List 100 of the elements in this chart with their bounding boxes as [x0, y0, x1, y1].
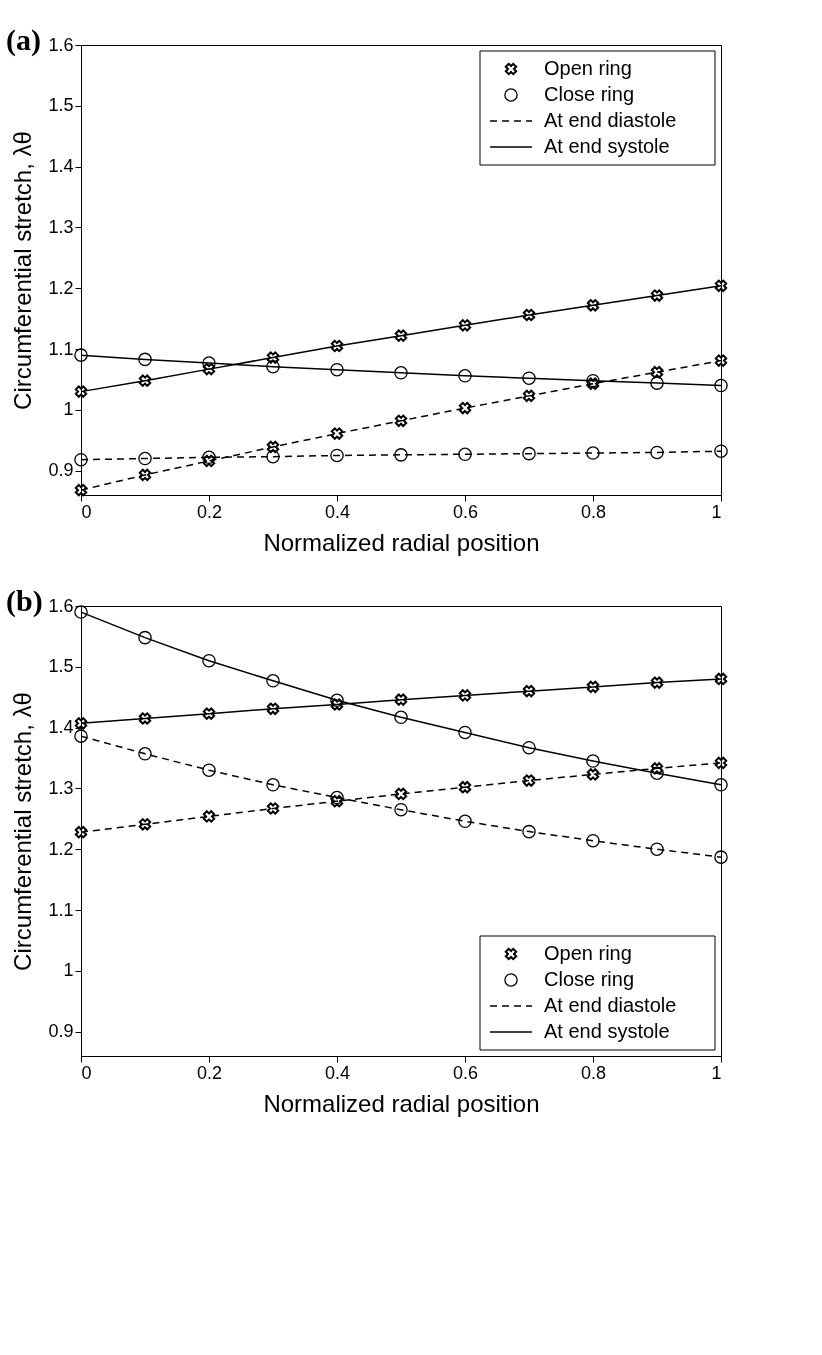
point [266, 351, 280, 364]
point [458, 689, 472, 702]
point [330, 339, 344, 353]
point [266, 449, 280, 464]
point [138, 818, 152, 831]
point [650, 445, 664, 460]
point [650, 762, 664, 775]
x-tick-label: 0.2 [196, 501, 223, 522]
x-tick-label: 0.6 [452, 501, 479, 522]
point [650, 376, 664, 390]
point [650, 365, 664, 379]
point [714, 378, 728, 393]
point [394, 787, 408, 801]
x-tick-label: 0 [81, 501, 92, 522]
y-tick-label: 1.6 [48, 34, 74, 55]
chart-title: (a) [6, 23, 41, 57]
point [138, 451, 152, 466]
y-tick-label: 1.1 [48, 899, 74, 920]
y-tick-label: 1.4 [48, 156, 74, 177]
y-tick-label: 1.6 [48, 595, 74, 616]
point [202, 356, 216, 370]
y-axis-title: Circumferential stretch, λθ [9, 692, 37, 971]
point [522, 774, 536, 787]
point [714, 354, 728, 367]
point [138, 374, 152, 387]
x-tick-label: 0 [81, 1062, 92, 1083]
point [586, 833, 600, 848]
point [330, 790, 344, 805]
y-tick-label: 0.9 [48, 460, 74, 481]
point [522, 684, 536, 698]
point [714, 850, 728, 864]
point [394, 802, 408, 817]
y-tick-label: 1.2 [48, 838, 74, 859]
y-tick-label: 0.9 [48, 1021, 74, 1042]
legend-label: At end diastole [544, 109, 677, 131]
point [266, 702, 280, 715]
point [586, 754, 600, 768]
x-tick-label: 0.2 [196, 1062, 223, 1083]
point [522, 308, 536, 322]
point [74, 385, 88, 398]
point [714, 778, 728, 792]
point [74, 605, 88, 619]
point [714, 444, 728, 458]
y-tick-label: 1.5 [48, 656, 74, 677]
y-axis-title: Circumferential stretch, λθ [9, 131, 37, 410]
point [138, 352, 152, 367]
point [458, 814, 472, 829]
point [138, 630, 152, 645]
y-tick-label: 1.1 [48, 338, 74, 359]
point [74, 729, 88, 743]
point [330, 795, 344, 808]
point [522, 446, 536, 461]
legend-label: Open ring [544, 942, 632, 964]
point [586, 680, 600, 694]
y-tick-label: 1.2 [48, 277, 74, 298]
point [330, 448, 344, 463]
point [458, 401, 472, 415]
x-axis-title: Normalized radial position [263, 528, 540, 556]
point [74, 348, 88, 362]
point [394, 414, 408, 427]
point [202, 450, 216, 465]
point [330, 427, 344, 440]
point [650, 842, 664, 857]
point [266, 778, 280, 792]
point [330, 362, 344, 377]
point [74, 826, 88, 839]
point [202, 707, 216, 720]
point [458, 781, 472, 794]
point [266, 802, 280, 815]
x-tick-label: 1 [711, 501, 722, 522]
point [266, 440, 280, 454]
point [586, 768, 600, 781]
point [714, 672, 728, 686]
point [394, 693, 408, 706]
point [138, 712, 152, 725]
point [522, 740, 536, 755]
point [458, 369, 472, 383]
point [74, 717, 88, 730]
point [586, 299, 600, 312]
point [330, 698, 344, 711]
chart-title: (b) [6, 584, 43, 618]
legend-label: Close ring [544, 83, 635, 105]
point [394, 448, 408, 462]
legend-label: At end diastole [544, 994, 677, 1016]
point [74, 452, 88, 467]
point [650, 766, 664, 780]
y-tick-label: 1 [63, 960, 74, 981]
x-tick-label: 0.8 [580, 1062, 607, 1083]
legend-label: Close ring [544, 968, 635, 990]
point [202, 763, 216, 777]
y-tick-label: 1.5 [48, 95, 74, 116]
point [202, 653, 216, 668]
point [138, 468, 152, 482]
point [74, 483, 88, 497]
x-axis-title: Normalized radial position [263, 1089, 540, 1117]
point [202, 362, 216, 376]
point [458, 319, 472, 332]
legend-label: At end systole [544, 1020, 670, 1042]
point [522, 371, 536, 386]
point [586, 377, 600, 390]
